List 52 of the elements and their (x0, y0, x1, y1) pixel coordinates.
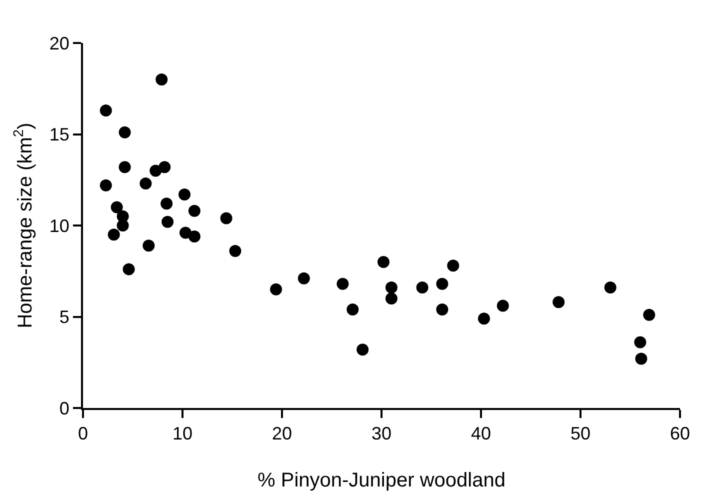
point (100, 104, 112, 117)
point (385, 282, 398, 294)
x-tick-label: 20 (272, 424, 292, 444)
point (158, 161, 171, 174)
point (100, 179, 112, 192)
point (346, 303, 359, 316)
point (220, 212, 232, 224)
x-tick-label: 10 (172, 424, 193, 444)
x-tick-label: 0 (78, 424, 88, 444)
x-tick-label: 30 (371, 424, 392, 444)
y-tick-label: 15 (49, 124, 70, 145)
point (377, 256, 390, 268)
point (122, 263, 135, 276)
point (178, 188, 190, 200)
point (142, 240, 155, 252)
point (188, 204, 200, 217)
point (385, 292, 398, 304)
point (108, 228, 120, 241)
point (118, 126, 131, 138)
point (336, 278, 349, 290)
point (552, 296, 565, 308)
point (162, 216, 174, 228)
point (416, 282, 428, 294)
point (447, 260, 460, 272)
point (635, 352, 648, 365)
point (229, 245, 242, 258)
point (150, 164, 162, 177)
point (156, 74, 168, 86)
point (298, 272, 310, 284)
x-tick-label: 60 (670, 424, 690, 444)
y-tick-label: 10 (49, 216, 70, 236)
point (270, 283, 282, 296)
point (116, 220, 129, 232)
y-tick-label: 0 (59, 398, 70, 418)
y-tick-label: 20 (49, 33, 70, 54)
y-tick-label: 5 (59, 307, 70, 328)
x-tick-label: 50 (570, 424, 591, 444)
point (110, 201, 123, 214)
point (643, 308, 656, 321)
point (356, 344, 369, 356)
point (118, 161, 131, 174)
point (478, 312, 490, 325)
point (496, 300, 509, 312)
point (140, 178, 152, 190)
point (436, 278, 448, 290)
point (604, 282, 616, 294)
point (436, 303, 448, 316)
x-tick-label: 40 (470, 424, 492, 444)
point (188, 230, 200, 242)
x-axis-title: % Pinyon-Juniper woodland (258, 470, 506, 492)
point (634, 336, 646, 348)
point (160, 198, 173, 210)
